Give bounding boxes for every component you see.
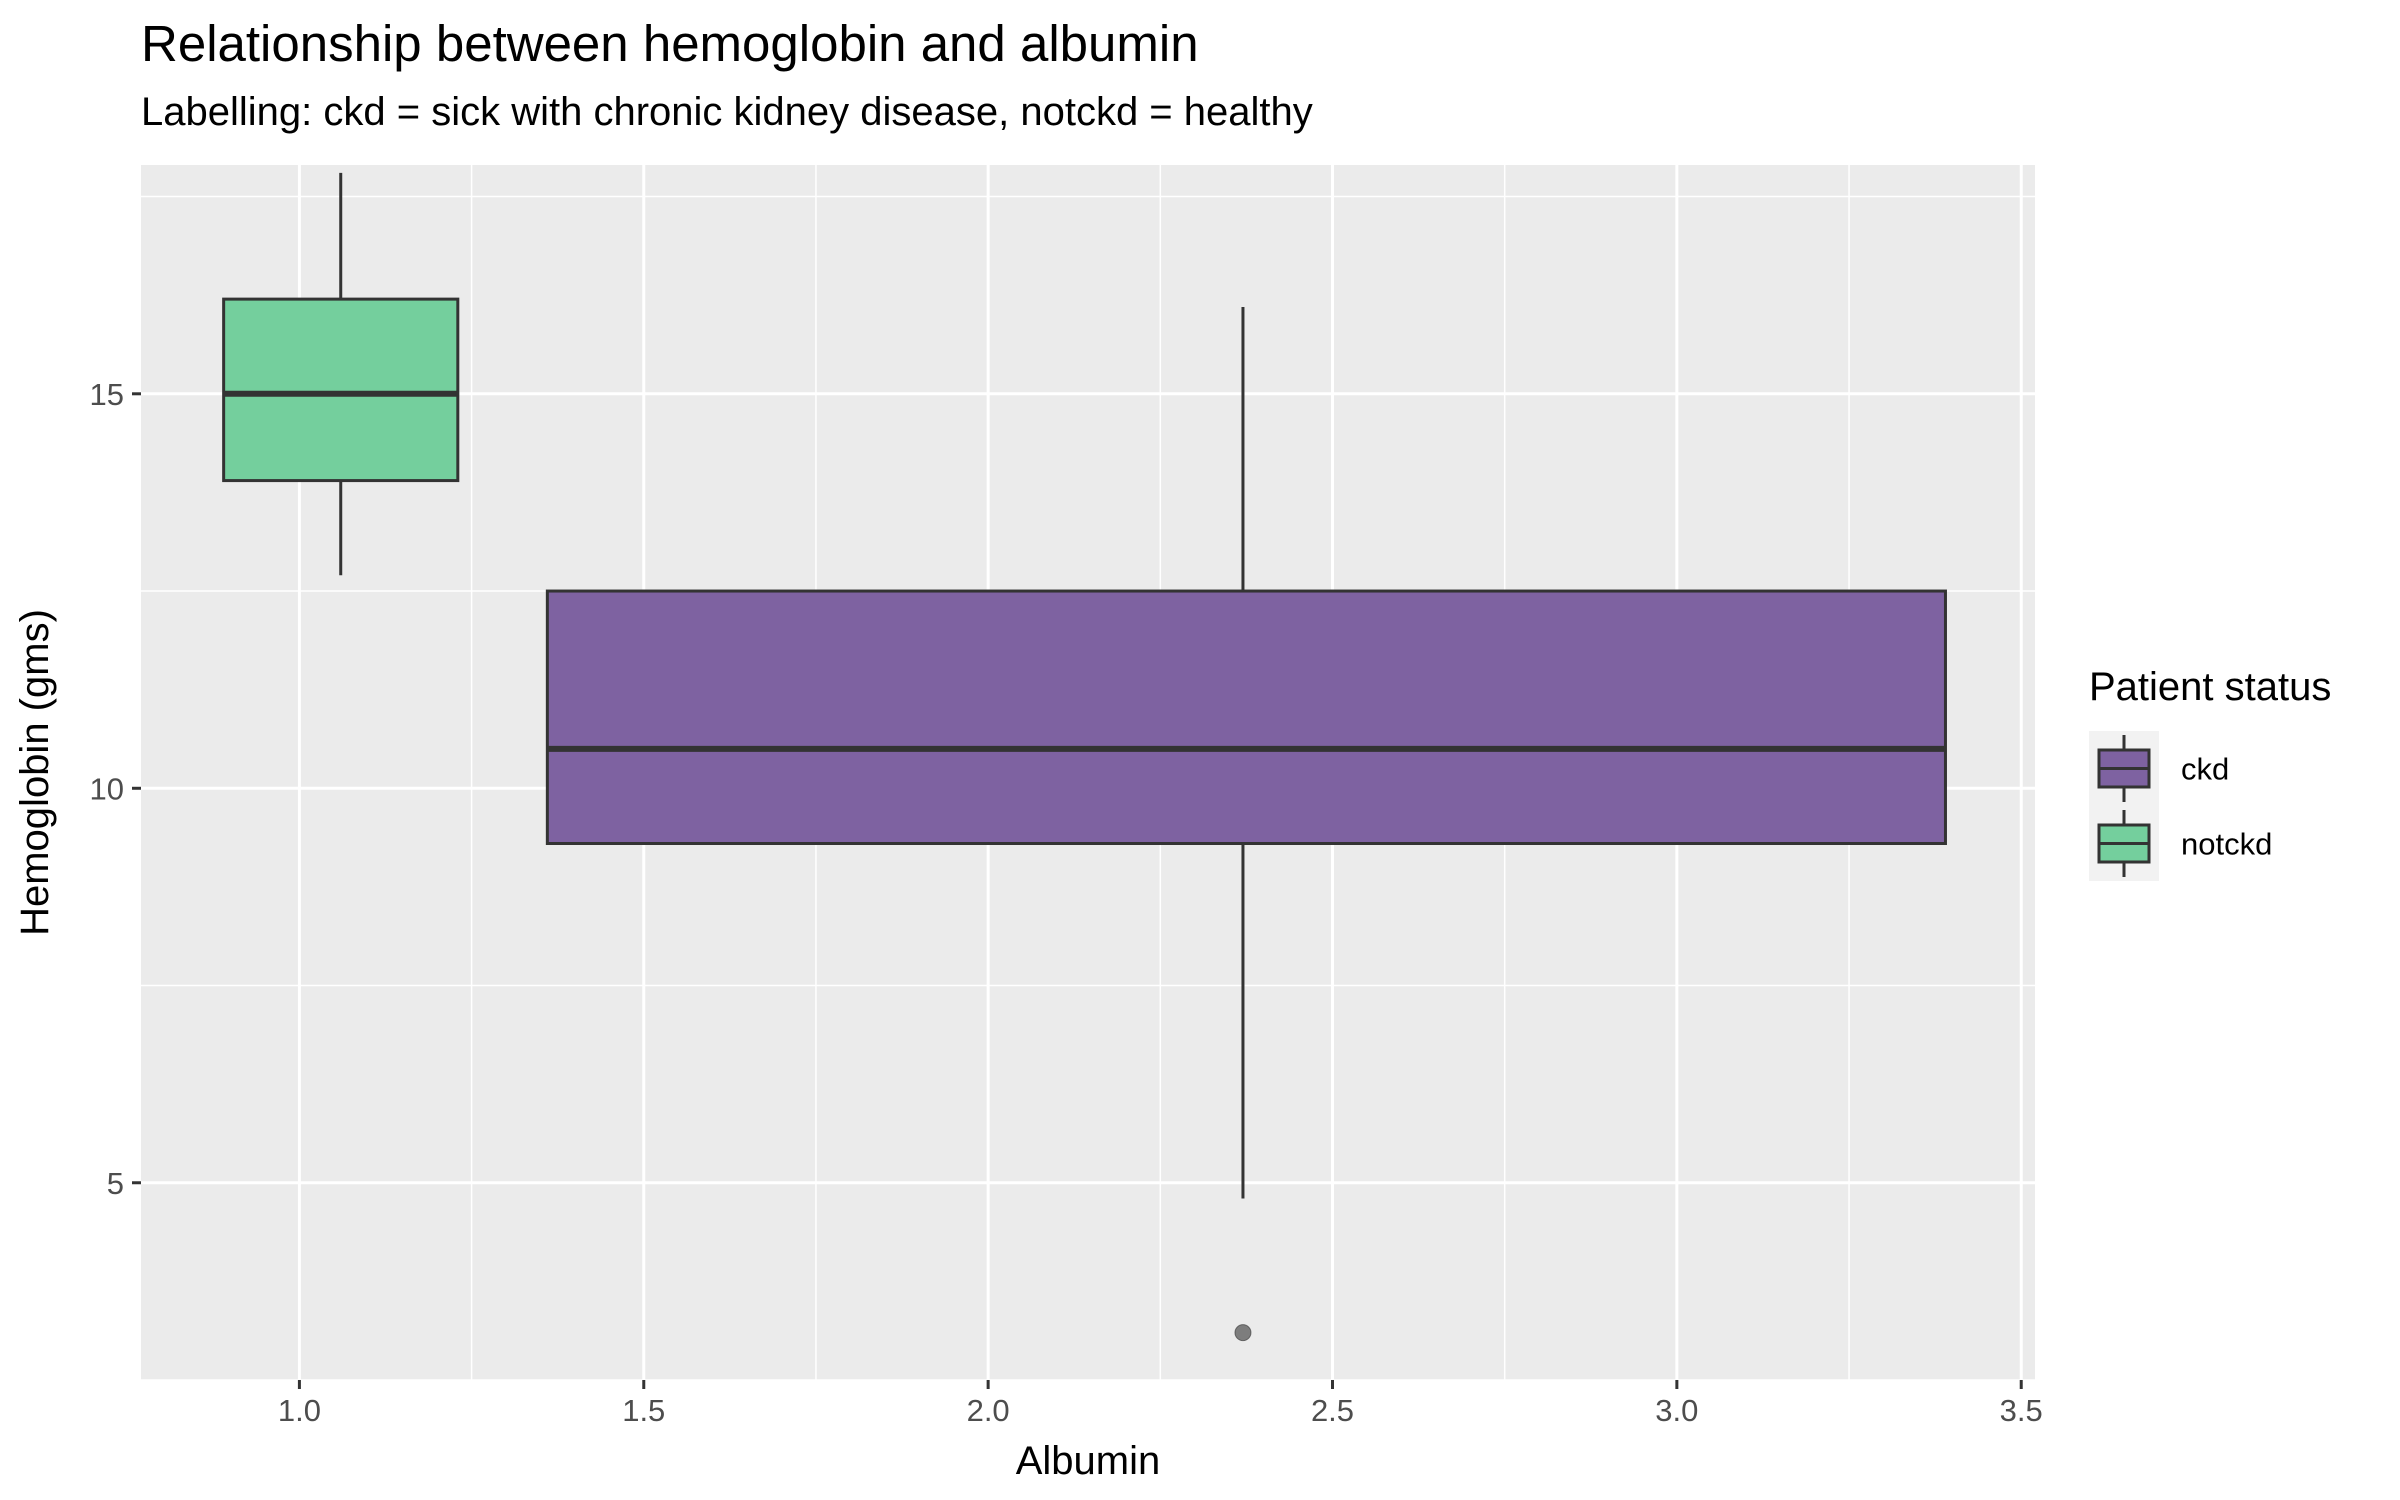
x-tick-label: 3.0 [1655,1393,1698,1428]
iqr-box [545,589,1947,846]
boxplot-series [222,172,1947,1342]
y-tick-label: 15 [90,377,124,412]
chart-title: Relationship between hemoglobin and albu… [141,15,1199,72]
y-axis-title: Hemoglobin (gms) [13,609,57,936]
x-tick-label: 2.5 [1311,1393,1354,1428]
legend-label: ckd [2181,752,2229,787]
legend: Patient status ckd notckd [2089,665,2331,881]
x-axis: 1.0 1.5 2.0 2.5 3.0 3.5 [278,1380,2043,1428]
x-axis-title: Albumin [1016,1439,1161,1483]
outlier-point [1234,1324,1252,1342]
box-ckd [545,307,1947,1342]
legend-title: Patient status [2089,665,2331,709]
x-tick-label: 1.5 [622,1393,665,1428]
chart-subtitle: Labelling: ckd = sick with chronic kidne… [141,90,1313,134]
y-axis: 5 10 15 [90,377,141,1201]
y-tick-label: 5 [107,1166,124,1201]
legend-label: notckd [2181,827,2272,862]
legend-item-notckd: notckd [2089,806,2272,881]
x-tick-label: 1.0 [278,1393,321,1428]
iqr-box [222,297,460,483]
legend-item-ckd: ckd [2089,731,2229,806]
box-notckd [222,172,460,576]
x-tick-label: 3.5 [2000,1393,2043,1428]
y-tick-label: 10 [90,771,124,806]
x-tick-label: 2.0 [967,1393,1010,1428]
